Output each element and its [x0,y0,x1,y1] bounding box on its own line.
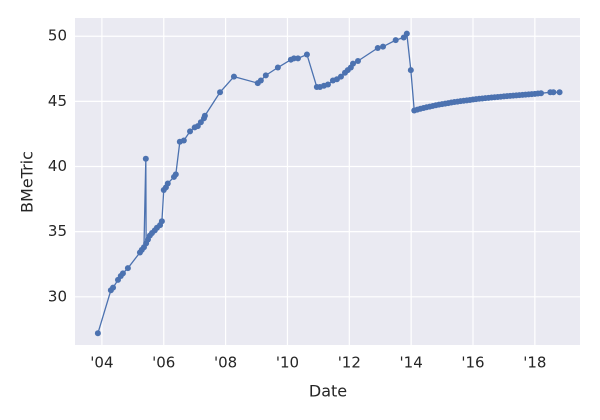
x-tick-label: '12 [338,354,361,372]
data-point [110,284,117,291]
data-point [407,67,414,74]
x-axis-label: Date [309,382,347,401]
data-point [262,72,269,79]
data-point [380,43,387,50]
data-point [337,73,344,80]
x-tick-label: '16 [461,354,484,372]
data-point [354,57,361,64]
y-tick-label: 35 [48,222,67,240]
plot-area [75,18,580,345]
data-point [550,89,557,96]
data-point [403,30,410,37]
data-point [556,89,563,96]
data-point [187,128,194,135]
y-tick-label: 40 [48,157,67,175]
data-point [158,218,165,225]
data-point [294,55,301,62]
data-point [142,155,149,162]
data-point [217,89,224,96]
x-tick-label: '18 [523,354,546,372]
data-point [374,44,381,51]
data-point [303,51,310,58]
y-tick-label: 45 [48,92,67,110]
x-tick-label: '04 [90,354,113,372]
data-point [324,81,331,88]
x-tick-label: '14 [400,354,423,372]
data-point [230,73,237,80]
data-point [180,137,187,144]
data-point [538,90,545,97]
data-point [392,37,399,44]
data-point [164,180,171,187]
data-point [274,64,281,71]
data-point [119,270,126,277]
y-tick-label: 50 [48,27,67,45]
data-point [201,112,208,119]
data-point [257,77,264,84]
data-point [350,60,357,67]
x-tick-label: '10 [276,354,299,372]
x-tick-label: '08 [214,354,237,372]
data-point [124,265,131,272]
data-point [172,171,179,178]
y-axis-label: BMeTric [18,151,37,213]
x-tick-label: '06 [152,354,175,372]
data-point [94,330,101,337]
y-tick-label: 30 [48,287,67,305]
